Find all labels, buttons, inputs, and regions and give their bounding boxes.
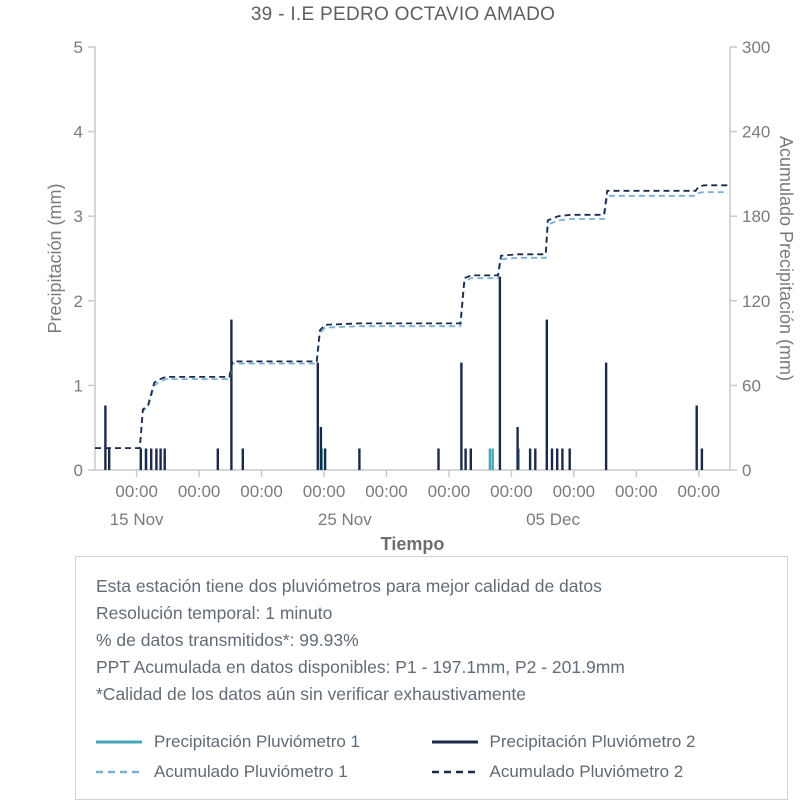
legend-label: Acumulado Pluviómetro 1 xyxy=(154,762,348,781)
station-info-box: Esta estación tiene dos pluviómetros par… xyxy=(75,556,788,800)
info-line-gauges: Esta estación tiene dos pluviómetros par… xyxy=(96,576,602,596)
svg-text:00:00: 00:00 xyxy=(365,482,408,501)
svg-text:1: 1 xyxy=(74,376,83,395)
legend-item-precip-1[interactable]: Precipitación Pluviómetro 1 xyxy=(96,732,432,752)
svg-text:00:00: 00:00 xyxy=(240,482,283,501)
svg-text:180: 180 xyxy=(742,207,770,226)
legend-item-accum-1[interactable]: Acumulado Pluviómetro 1 xyxy=(96,762,432,782)
svg-text:00:00: 00:00 xyxy=(677,482,720,501)
svg-text:00:00: 00:00 xyxy=(115,482,158,501)
svg-text:Precipitación (mm): Precipitación (mm) xyxy=(45,183,65,333)
legend-line-precip-1-icon xyxy=(96,740,142,744)
svg-text:00:00: 00:00 xyxy=(490,482,533,501)
info-line-resolution: Resolución temporal: 1 minuto xyxy=(96,603,333,623)
svg-text:3: 3 xyxy=(74,207,83,226)
info-line-disclaimer: *Calidad de los datos aún sin verificar … xyxy=(96,684,526,704)
svg-text:05 Dec: 05 Dec xyxy=(526,510,580,529)
svg-text:60: 60 xyxy=(742,376,761,395)
svg-text:25 Nov: 25 Nov xyxy=(318,510,372,529)
svg-text:00:00: 00:00 xyxy=(553,482,596,501)
legend-label: Acumulado Pluviómetro 2 xyxy=(489,762,684,781)
svg-text:15 Nov: 15 Nov xyxy=(110,510,164,529)
chart-legend: Precipitación Pluviómetro 1 Precipitació… xyxy=(96,732,767,782)
svg-text:5: 5 xyxy=(74,38,83,57)
svg-text:00:00: 00:00 xyxy=(615,482,658,501)
svg-text:0: 0 xyxy=(74,461,83,480)
svg-text:00:00: 00:00 xyxy=(178,482,221,501)
svg-text:4: 4 xyxy=(74,123,83,142)
svg-text:120: 120 xyxy=(742,292,770,311)
svg-text:Tiempo: Tiempo xyxy=(381,534,445,554)
legend-line-accum-2-icon xyxy=(431,770,478,774)
legend-item-accum-2[interactable]: Acumulado Pluviómetro 2 xyxy=(431,762,768,782)
legend-item-precip-2[interactable]: Precipitación Pluviómetro 2 xyxy=(431,732,768,752)
svg-text:2: 2 xyxy=(74,292,83,311)
info-line-accumulated: PPT Acumulada en datos disponibles: P1 -… xyxy=(96,657,625,677)
svg-text:300: 300 xyxy=(742,38,770,57)
svg-text:Acumulado Precipitación (mm): Acumulado Precipitación (mm) xyxy=(776,136,796,381)
svg-text:00:00: 00:00 xyxy=(428,482,471,501)
legend-line-precip-2-icon xyxy=(431,740,478,744)
legend-label: Precipitación Pluviómetro 2 xyxy=(489,732,696,751)
svg-text:240: 240 xyxy=(742,123,770,142)
svg-text:0: 0 xyxy=(742,461,751,480)
svg-text:00:00: 00:00 xyxy=(303,482,346,501)
legend-line-accum-1-icon xyxy=(96,770,142,774)
chart-title: 39 - I.E PEDRO OCTAVIO AMADO xyxy=(250,4,556,25)
legend-label: Precipitación Pluviómetro 1 xyxy=(154,732,360,751)
info-line-transmitted: % de datos transmitidos*: 99.93% xyxy=(96,630,359,650)
precipitation-chart[interactable]: 0 1 2 3 4 5 0 60 120 180 240 300 00:00 00:00 00:00 00:0… xyxy=(0,28,806,556)
